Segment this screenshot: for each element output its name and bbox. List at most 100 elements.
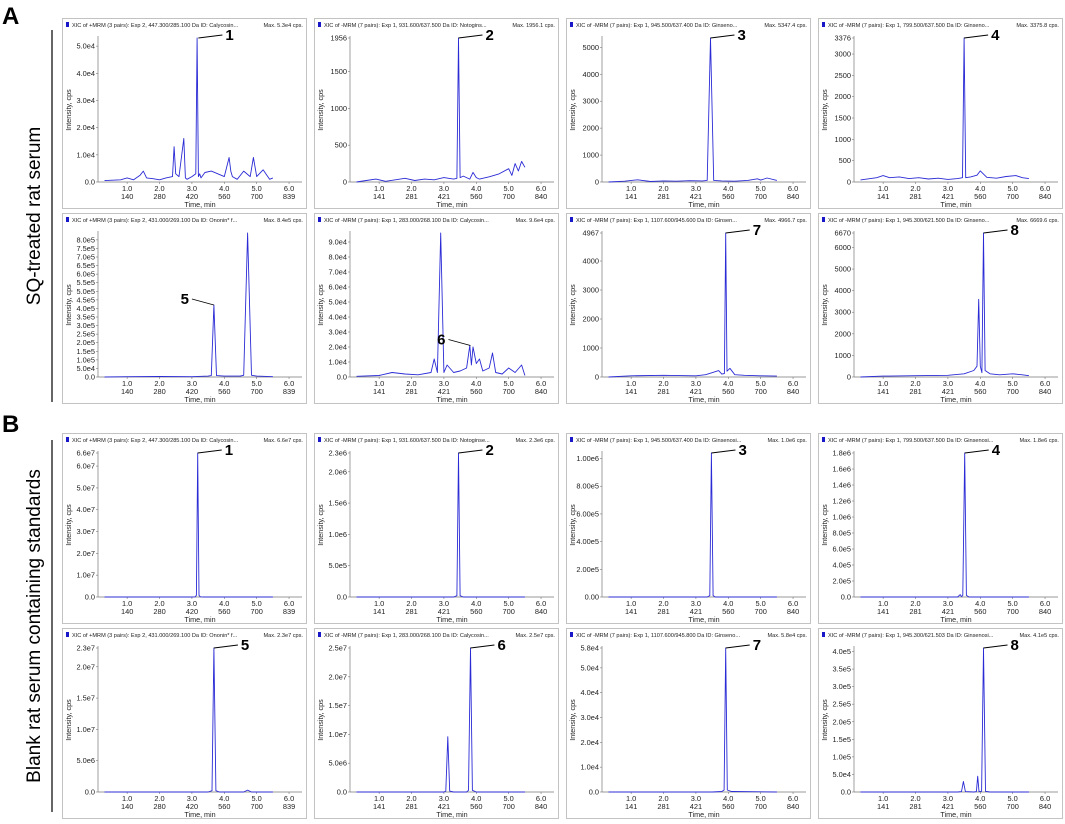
x-tick-label-scan: 839 — [283, 802, 295, 811]
x-tick-label: 4.0 — [471, 379, 481, 388]
peak-callout-line — [458, 34, 483, 39]
x-tick-label: 2.0 — [406, 599, 416, 608]
x-tick-label: 1.0 — [374, 379, 384, 388]
x-tick-label: 6.0 — [1040, 379, 1050, 388]
x-tick-label: 2.0 — [658, 794, 668, 803]
peak-callout-line — [983, 644, 1008, 649]
section-label-a: SQ-treated rat serum — [24, 127, 45, 305]
chromatogram-trace — [104, 452, 273, 598]
x-tick-label-scan: 560 — [722, 802, 734, 811]
x-tick-label-scan: 141 — [877, 192, 889, 201]
y-tick-label: 2.5e5 — [833, 700, 852, 709]
peak-callout-line — [964, 449, 989, 454]
panel-frame — [62, 628, 307, 819]
x-tick-label: 6.0 — [1040, 184, 1050, 193]
x-tick-label-scan: 700 — [754, 387, 766, 396]
x-tick-label-scan: 839 — [283, 387, 295, 396]
panel-max-intensity: Max. 6.6e7 cps. — [264, 438, 304, 444]
y-tick-label: 0.0 — [589, 788, 599, 797]
y-tick-label: 4.0e4 — [581, 688, 600, 697]
x-tick-label-scan: 840 — [1039, 192, 1051, 201]
x-tick-label: 2.0 — [406, 794, 416, 803]
chromatogram-trace — [608, 232, 777, 378]
x-tick-label: 1.0 — [626, 184, 636, 193]
chromatogram-panel-12: XIC of -MRM (7 pairs): Exp 1, 799.500/63… — [818, 433, 1063, 624]
chromatogram-trace — [608, 647, 777, 793]
panel-max-intensity: Max. 3375.8 cps. — [1016, 23, 1059, 29]
y-tick-label: 5.0e5 — [329, 561, 348, 570]
y-tick-label: 3000 — [583, 97, 599, 106]
x-tick-label-scan: 560 — [974, 192, 986, 201]
section-letter-b: B — [2, 411, 19, 438]
x-tick-label: 1.0 — [374, 599, 384, 608]
y-tick-label: 3.0e4 — [581, 713, 600, 722]
peak-callout-line — [197, 449, 222, 454]
y-tick-label: 3000 — [583, 286, 599, 295]
legend-color-swatch — [318, 632, 321, 637]
x-tick-label: 5.0 — [1008, 599, 1018, 608]
peak-label: 4 — [992, 442, 1001, 459]
y-axis-title: Intensity, cps — [64, 699, 73, 741]
x-axis-title: Time, min — [184, 200, 215, 209]
panel-header: XIC of -MRM (7 pairs): Exp 1, 945.300/62… — [828, 218, 990, 224]
x-tick-label-scan: 281 — [909, 607, 921, 616]
y-tick-label: 6.0e5 — [833, 545, 852, 554]
panel-max-intensity: Max. 6669.6 cps. — [1016, 218, 1059, 224]
chromatogram-panel-14: XIC of -MRM (7 pairs): Exp 1, 283.000/26… — [314, 628, 559, 819]
chromatogram-panel-5: XIC of +MRM (3 pairs): Exp 2, 431.000/26… — [62, 213, 307, 404]
chromatogram-panel-1: XIC of +MRM (3 pairs): Exp 2, 447.300/28… — [62, 18, 307, 209]
y-tick-label: 1000 — [583, 151, 599, 160]
x-tick-label-scan: 281 — [405, 607, 417, 616]
panel-frame — [314, 628, 559, 819]
y-tick-label: 6.5e5 — [77, 261, 96, 270]
x-tick-label-scan: 560 — [470, 387, 482, 396]
x-axis-title: Time, min — [184, 810, 215, 819]
y-tick-label: 5.8e4 — [581, 644, 600, 653]
y-tick-label: 6000 — [835, 243, 851, 252]
x-tick-label: 6.0 — [788, 184, 798, 193]
x-tick-label-scan: 560 — [470, 192, 482, 201]
y-tick-label: 2000 — [583, 315, 599, 324]
chromatogram-panel-2: XIC of -MRM (7 pairs): Exp 1, 931.600/63… — [314, 18, 559, 209]
panel-frame — [818, 433, 1063, 624]
x-tick-label: 1.0 — [122, 379, 132, 388]
x-tick-label-scan: 421 — [942, 387, 954, 396]
x-tick-label: 2.0 — [658, 599, 668, 608]
legend-color-swatch — [66, 22, 69, 27]
panel-max-intensity: Max. 2.5e7 cps. — [516, 633, 556, 639]
y-tick-label: 5.0e5 — [77, 287, 96, 296]
y-tick-label: 3.5e5 — [77, 313, 96, 322]
peak-label: 5 — [241, 637, 249, 654]
panel-frame — [566, 18, 811, 209]
x-tick-label: 5.0 — [756, 794, 766, 803]
y-tick-label: 1.8e6 — [833, 449, 852, 458]
x-tick-label-scan: 700 — [1006, 607, 1018, 616]
y-tick-label: 7.0e4 — [329, 268, 348, 277]
x-tick-label-scan: 700 — [250, 802, 262, 811]
x-tick-label-scan: 840 — [1039, 607, 1051, 616]
y-tick-label: 1.0e7 — [77, 571, 96, 580]
peak-callout-line — [725, 229, 750, 234]
y-tick-label: 2000 — [583, 124, 599, 133]
peak-label: 4 — [991, 27, 1000, 44]
y-tick-label: 4.0e7 — [77, 505, 96, 514]
x-tick-label: 3.0 — [943, 599, 953, 608]
y-axis-title: Intensity, cps — [820, 504, 829, 546]
x-tick-label-scan: 141 — [625, 607, 637, 616]
legend-color-swatch — [570, 22, 573, 27]
panel-frame — [818, 18, 1063, 209]
y-tick-label: 6670 — [835, 229, 851, 238]
peak-label: 7 — [753, 637, 761, 654]
x-tick-label: 2.0 — [154, 599, 164, 608]
y-tick-label: 0.0 — [85, 593, 95, 602]
y-tick-label: 2.0e5 — [833, 577, 852, 586]
x-tick-label: 2.0 — [406, 379, 416, 388]
peak-label: 2 — [485, 27, 493, 44]
peak-callout-line — [725, 644, 750, 649]
x-tick-label: 5.0 — [504, 379, 514, 388]
x-tick-label: 4.0 — [723, 184, 733, 193]
panel-max-intensity: Max. 5.3e4 cps. — [264, 23, 304, 29]
panel-max-intensity: Max. 2.3e6 cps. — [516, 438, 556, 444]
y-tick-label: 6.0e5 — [77, 270, 96, 279]
y-tick-label: 2.0e7 — [329, 672, 348, 681]
